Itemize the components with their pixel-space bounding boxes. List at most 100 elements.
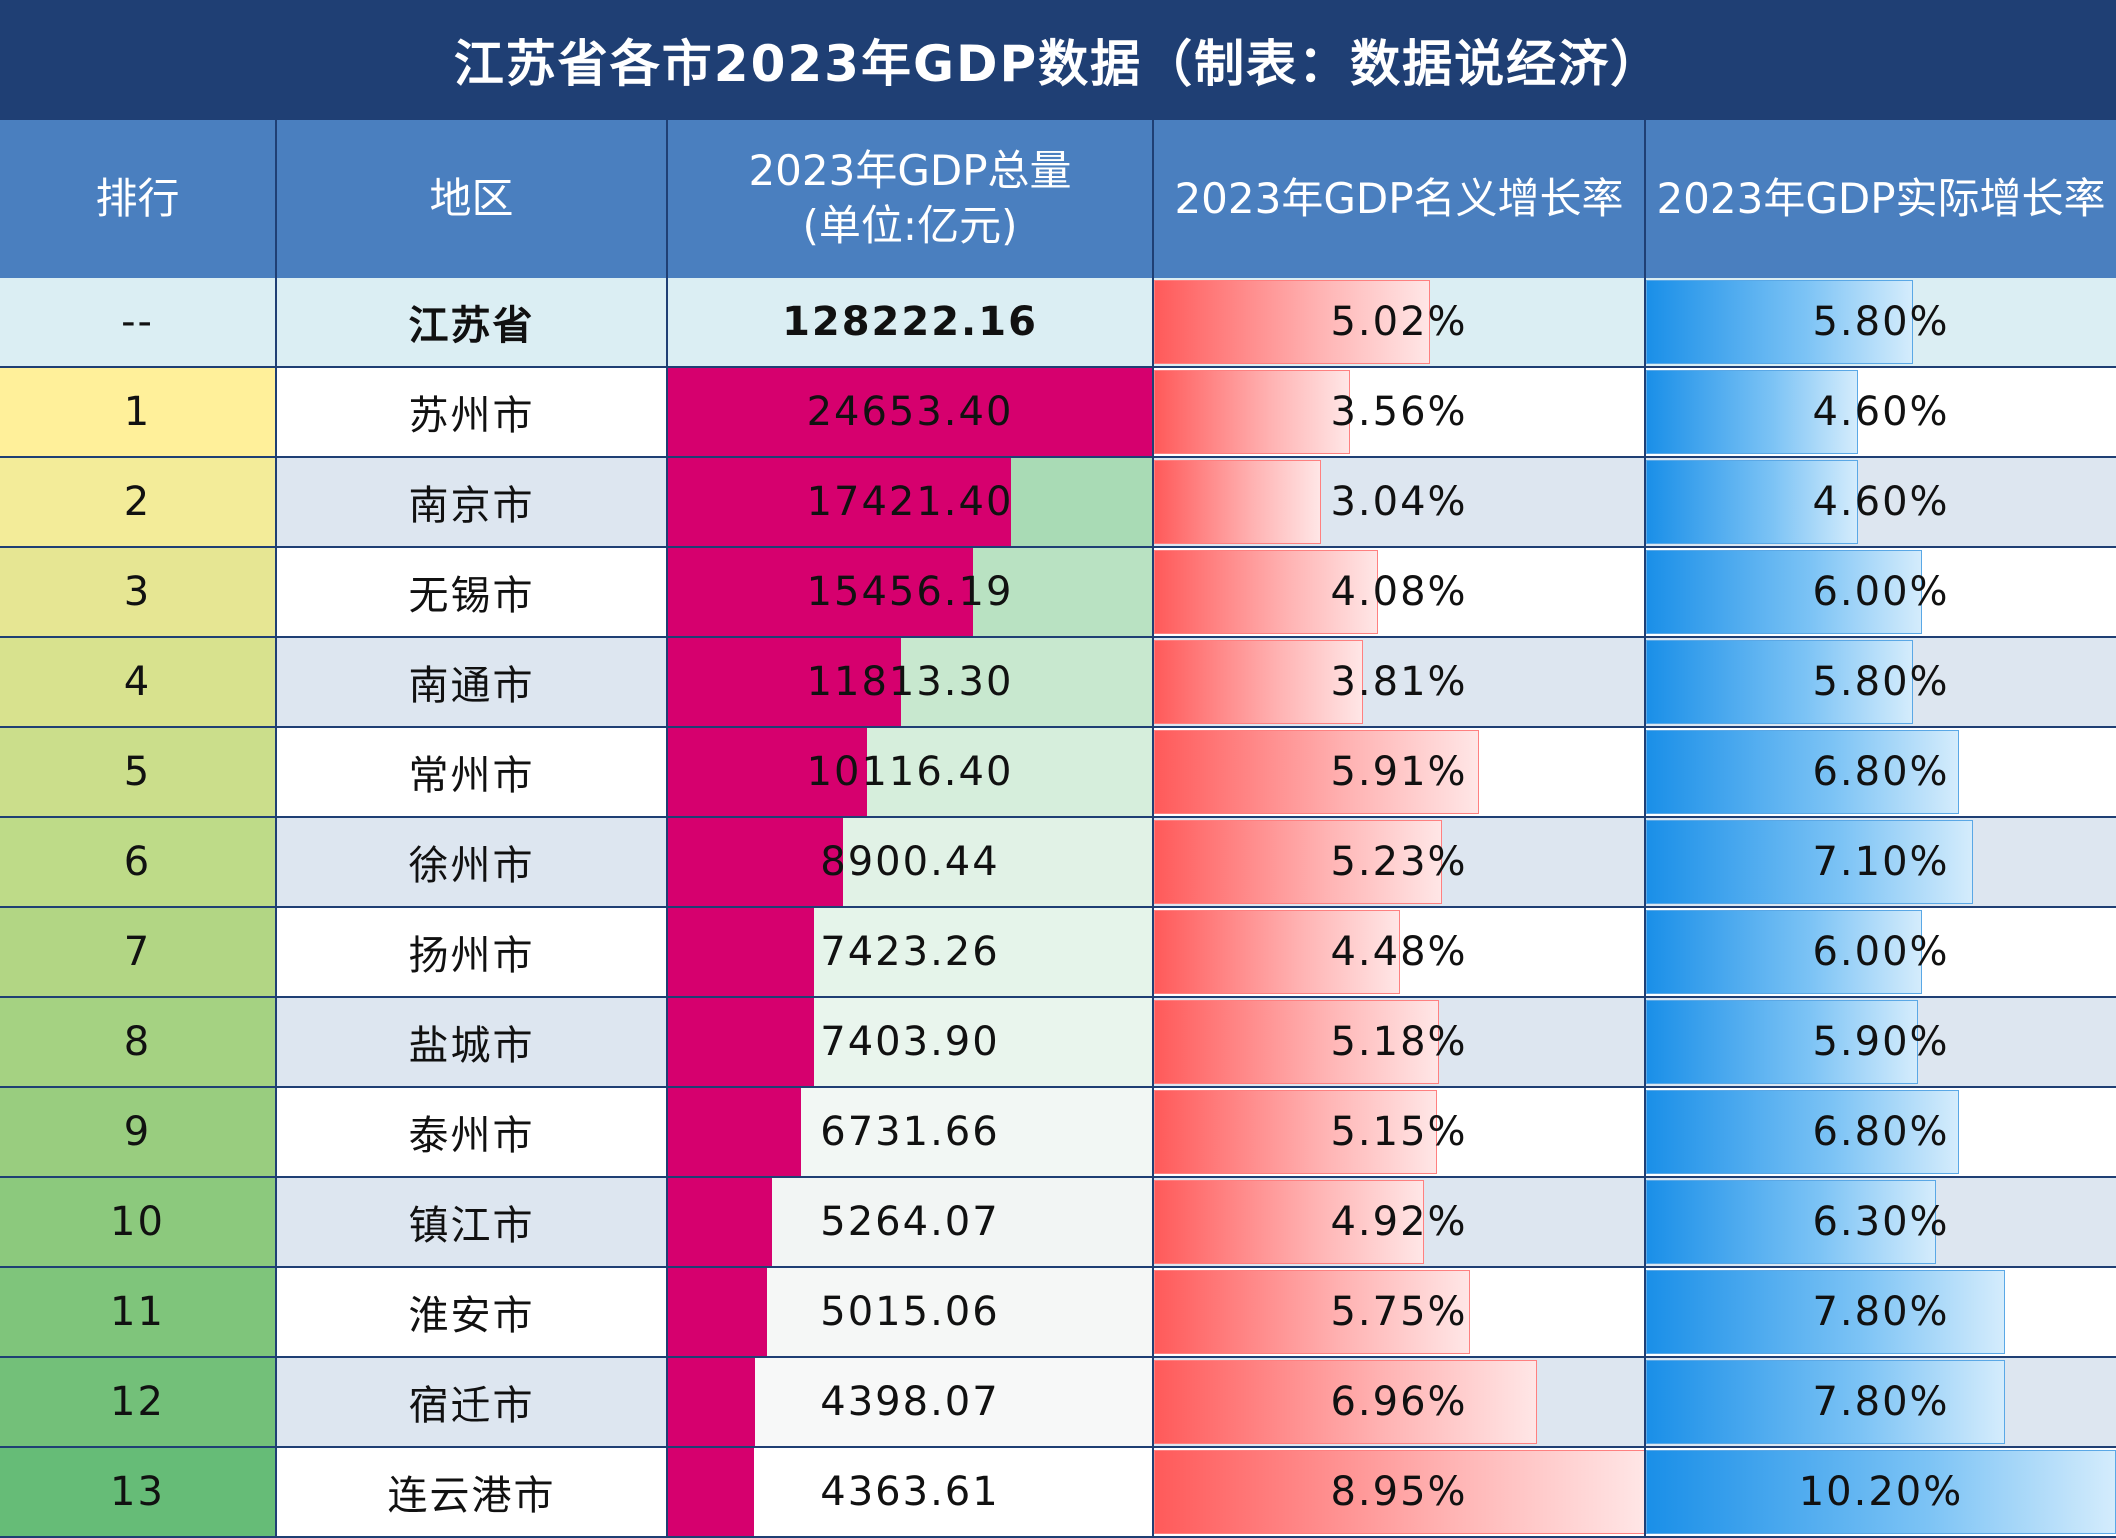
rank-text: 5: [123, 749, 152, 795]
nominal-value-label: 5.91%: [1330, 749, 1468, 795]
rank-text: 7: [123, 929, 152, 975]
gdp-cell: 10116.40: [668, 728, 1154, 816]
rank-text: 2: [123, 479, 152, 525]
gdp-bar: [668, 728, 868, 816]
real-bar: [1646, 460, 1858, 544]
region-text: 连云港市: [387, 1473, 556, 1519]
rank-text: 3: [123, 569, 152, 615]
nominal-bar: [1154, 1360, 1537, 1444]
real-cell: 7.80%: [1646, 1358, 2116, 1446]
real-value-label: 6.00%: [1812, 569, 1950, 615]
header-real: 2023年GDP实际增长率: [1646, 120, 2116, 278]
province-nominal-text: 5.02%: [1330, 299, 1468, 345]
nominal-cell: 4.48%: [1154, 908, 1646, 996]
rank-cell: 1: [0, 368, 277, 456]
province-real-text: 5.80%: [1812, 299, 1950, 345]
nominal-cell: 5.23%: [1154, 818, 1646, 906]
gdp-bar: [668, 818, 844, 906]
real-cell: 10.20%: [1646, 1448, 2116, 1536]
gdp-bar: [668, 638, 901, 726]
rank-cell: 13: [0, 1448, 277, 1536]
real-cell: 4.60%: [1646, 458, 2116, 546]
nominal-value-label: 5.23%: [1330, 839, 1468, 885]
header-region: 地区: [277, 120, 668, 278]
real-cell: 7.10%: [1646, 818, 2116, 906]
header-rank: 排行: [0, 120, 277, 278]
gdp-bar: [668, 908, 815, 996]
table-row: 8 盐城市 7403.90 5.18% 5.90%: [0, 998, 2116, 1088]
rank-cell: 6: [0, 818, 277, 906]
nominal-bar: [1154, 370, 1350, 454]
gdp-value-label: 24653.40: [806, 389, 1014, 435]
table-row: 10 镇江市 5264.07 4.92% 6.30%: [0, 1178, 2116, 1268]
nominal-cell: 5.91%: [1154, 728, 1646, 816]
gdp-cell: 5015.06: [668, 1268, 1154, 1356]
gdp-cell: 8900.44: [668, 818, 1154, 906]
region-text: 扬州市: [408, 933, 535, 979]
gdp-value-label: 15456.19: [806, 569, 1014, 615]
real-bar: [1646, 370, 1858, 454]
region-cell: 盐城市: [277, 998, 668, 1086]
real-cell: 6.30%: [1646, 1178, 2116, 1266]
region-text: 南通市: [408, 663, 535, 709]
gdp-value-label: 4363.61: [820, 1469, 1000, 1515]
table-row: 7 扬州市 7423.26 4.48% 6.00%: [0, 908, 2116, 998]
gdp-value-label: 8900.44: [820, 839, 1000, 885]
nominal-bar: [1154, 820, 1442, 904]
real-bar: [1646, 550, 1923, 634]
gdp-value-label: 10116.40: [806, 749, 1014, 795]
gdp-value-label: 7423.26: [820, 929, 1000, 975]
gdp-bar: [668, 998, 814, 1086]
table-title: 江苏省各市2023年GDP数据（制表：数据说经济）: [0, 0, 2116, 120]
region-cell: 南京市: [277, 458, 668, 546]
nominal-cell: 5.15%: [1154, 1088, 1646, 1176]
gdp-value-label: 6731.66: [820, 1109, 1000, 1155]
province-nominal: 5.02%: [1154, 278, 1646, 366]
table-row: 2 南京市 17421.40 3.04% 4.60%: [0, 458, 2116, 548]
gdp-value-label: 5015.06: [820, 1289, 1000, 1335]
rank-cell: 5: [0, 728, 277, 816]
rank-text: 4: [123, 659, 152, 705]
province-region: 江苏省: [277, 278, 668, 366]
region-cell: 泰州市: [277, 1088, 668, 1176]
real-value-label: 10.20%: [1798, 1469, 1964, 1515]
province-region-text: 江苏省: [408, 303, 535, 349]
gdp-value-label: 7403.90: [820, 1019, 1000, 1065]
gdp-value-label: 11813.30: [806, 659, 1014, 705]
province-gdp: 128222.16: [668, 278, 1154, 366]
real-bar: [1646, 1000, 1918, 1084]
real-bar: [1646, 820, 1974, 904]
region-text: 徐州市: [408, 843, 535, 889]
nominal-bar: [1154, 640, 1364, 724]
real-bar: [1646, 910, 1923, 994]
table-row: 5 常州市 10116.40 5.91% 6.80%: [0, 728, 2116, 818]
nominal-bar: [1154, 1180, 1425, 1264]
nominal-cell: 3.04%: [1154, 458, 1646, 546]
real-value-label: 7.80%: [1812, 1379, 1950, 1425]
rank-text: 1: [123, 389, 152, 435]
gdp-cell: 17421.40: [668, 458, 1154, 546]
nominal-cell: 8.95%: [1154, 1448, 1646, 1536]
gdp-bar: [668, 548, 973, 636]
header-rank-label: 排行: [95, 173, 180, 223]
region-cell: 徐州市: [277, 818, 668, 906]
rank-cell: 10: [0, 1178, 277, 1266]
gdp-bar: [668, 1268, 767, 1356]
region-cell: 苏州市: [277, 368, 668, 456]
region-text: 盐城市: [408, 1023, 535, 1069]
nominal-bar: [1154, 460, 1322, 544]
gdp-cell: 15456.19: [668, 548, 1154, 636]
province-row: -- 江苏省 128222.16 5.02% 5.80%: [0, 278, 2116, 368]
nominal-value-label: 3.81%: [1330, 659, 1468, 705]
gdp-cell: 4363.61: [668, 1448, 1154, 1536]
region-cell: 连云港市: [277, 1448, 668, 1536]
province-nominal-bar: [1154, 280, 1430, 364]
real-value-label: 7.10%: [1812, 839, 1950, 885]
nominal-value-label: 3.56%: [1330, 389, 1468, 435]
nominal-value-label: 6.96%: [1330, 1379, 1468, 1425]
gdp-cell: 4398.07: [668, 1358, 1154, 1446]
real-bar: [1646, 640, 1914, 724]
nominal-value-label: 5.75%: [1330, 1289, 1468, 1335]
table-row: 11 淮安市 5015.06 5.75% 7.80%: [0, 1268, 2116, 1358]
